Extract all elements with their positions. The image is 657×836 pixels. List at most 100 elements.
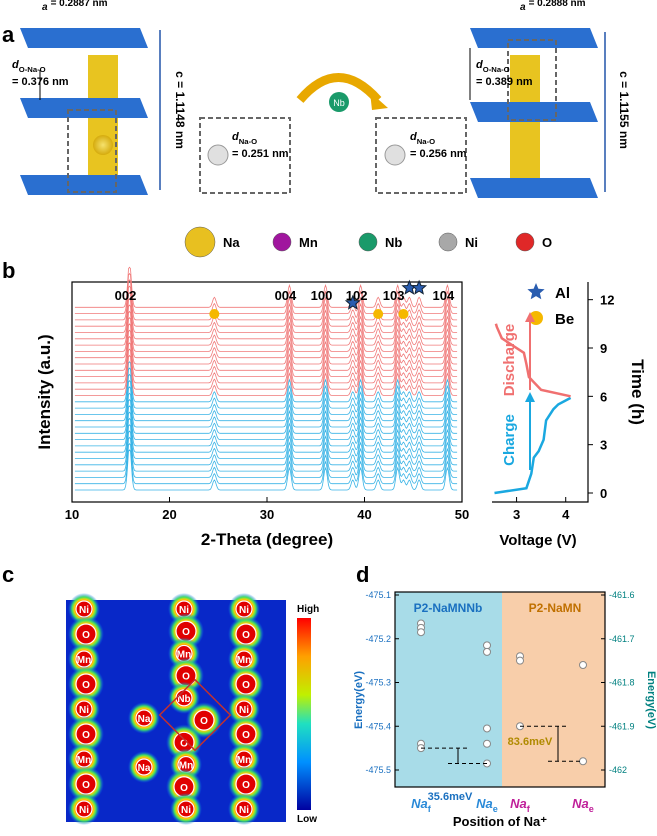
atom-label: Ni (239, 605, 249, 616)
xrd-pattern (74, 285, 458, 327)
atom-label: Mn (77, 755, 91, 766)
atom-label: Mn (77, 655, 91, 666)
xrd-pattern (74, 291, 458, 333)
y2-axis-label: Energy(eV) (645, 671, 657, 729)
legend-label: Mn (299, 235, 318, 250)
atom-label: Na (138, 714, 151, 725)
y-tick-label: -475.3 (365, 678, 391, 688)
y-tick-label: 9 (600, 341, 607, 356)
atom-label: O (242, 630, 250, 641)
atom-label: O (82, 730, 90, 741)
value: = 0.256 nm (410, 148, 467, 160)
atom-label: Ni (181, 805, 191, 816)
xrd-pattern (74, 386, 458, 428)
value: = 0.2888 nm (529, 0, 586, 9)
atom-label: O (82, 780, 90, 791)
voltage-curve (494, 323, 571, 398)
na-o-distance: dNa-O = 0.256 nm (410, 131, 467, 160)
subscript: f (527, 804, 531, 814)
y-axis-label: Energy(eV) (353, 671, 365, 729)
legend-label: Nb (385, 235, 402, 250)
main: Na (476, 796, 493, 811)
atom-label: O (180, 738, 188, 749)
y-tick-label: -475.4 (365, 721, 391, 731)
value: = 0.376 nm (12, 76, 69, 88)
atom-label: O (242, 730, 250, 741)
x-tick-label: 3 (513, 507, 520, 522)
xrd-pattern (74, 298, 458, 340)
panel-label: b (2, 258, 15, 283)
atom-label: Ni (79, 805, 89, 816)
atom-label: O (242, 780, 250, 791)
main: a (42, 2, 48, 13)
xrd-pattern (74, 417, 458, 459)
atom-label: Mn (237, 655, 251, 666)
atom-label: Mn (179, 761, 193, 772)
subscript: f (428, 804, 432, 814)
peak-label: 104 (433, 288, 455, 303)
xrd-pattern (74, 361, 458, 403)
atom-label: Ni (179, 605, 189, 616)
subscript: O-Na-O (483, 65, 510, 74)
arrow-head (525, 312, 535, 322)
legend-swatch (272, 232, 292, 252)
atom-label: Mn (237, 755, 251, 766)
y2-tick-label: -461.6 (609, 590, 635, 600)
xrd-pattern (74, 449, 458, 491)
arrow-head (525, 392, 535, 402)
main: a (520, 2, 526, 13)
energy-point (579, 661, 587, 669)
atom (193, 709, 215, 731)
atom-label: Na (138, 763, 151, 774)
energy-point (483, 739, 491, 748)
xrd-pattern (74, 335, 458, 377)
value: = 0.2887 nm (51, 0, 108, 9)
colorbar-high: High (297, 604, 319, 615)
atom-label: Ni (79, 705, 89, 716)
xrd-pattern (74, 323, 458, 365)
xrd-pattern (74, 380, 458, 422)
energy-point (483, 641, 491, 650)
legend-label: Charge (501, 414, 518, 466)
atom (235, 800, 253, 818)
colorbar-low: Low (297, 814, 317, 825)
y2-tick-label: -461.8 (609, 678, 635, 688)
xrd-pattern (74, 367, 458, 409)
panel-a: a Nb (2, 22, 606, 198)
atom (75, 800, 93, 818)
region-label: P2-NaMN (529, 601, 582, 615)
xrd-pattern (74, 348, 458, 390)
right-structure (469, 28, 606, 198)
xrd-pattern (74, 411, 458, 453)
x-tick-label: 50 (455, 507, 469, 522)
legend-swatch (358, 232, 378, 252)
subscript: O-Na-O (19, 65, 46, 74)
main: d (410, 131, 417, 143)
x-tick-label: 4 (562, 507, 570, 522)
xrd-pattern (74, 373, 458, 415)
atom-label: O (82, 630, 90, 641)
na-o-distance: dNa-O = 0.251 nm (232, 131, 289, 160)
x-tick-label: 40 (357, 507, 371, 522)
c-parameter: c = 1.1155 nm (617, 71, 631, 149)
atom-label: O (182, 672, 190, 683)
y2-tick-label: -462 (609, 765, 627, 775)
annotation: 83.6meV (508, 736, 553, 748)
xrd-pattern (74, 392, 458, 434)
legend-label: O (542, 235, 552, 250)
main: Na (510, 796, 527, 811)
panel-label: a (2, 22, 15, 47)
x-tick-label: Naf (510, 796, 531, 814)
c-parameter: c = 1.1148 nm (173, 71, 187, 149)
legend-label: Discharge (501, 324, 518, 397)
legend-swatch (184, 226, 216, 258)
y2-tick-label: -461.9 (609, 721, 635, 731)
al-marker (411, 279, 428, 295)
atom (135, 758, 153, 776)
atom (177, 800, 195, 818)
x-tick-label: Nae (476, 796, 498, 814)
x-tick-label: 30 (260, 507, 274, 522)
y-tick-label: 3 (600, 438, 607, 453)
al-marker (344, 294, 361, 310)
